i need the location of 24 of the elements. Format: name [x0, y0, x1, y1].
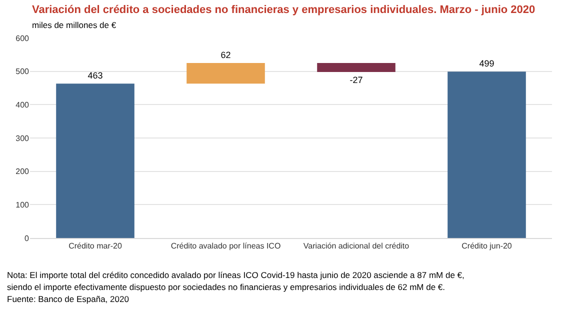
x-tick-label: Crédito jun-20 — [462, 242, 512, 251]
data-label: 463 — [88, 70, 103, 81]
bar — [186, 63, 265, 84]
data-label: 499 — [479, 58, 494, 69]
x-tick-label: Variación adicional del crédito — [303, 242, 410, 251]
chart-subtitle: miles de millones de € — [32, 20, 116, 30]
bar — [448, 72, 526, 238]
y-tick-label: 500 — [16, 67, 30, 76]
x-tick-label: Crédito mar-20 — [68, 242, 122, 251]
text: Nota: El importe total del crédito concedido avalado por líneas ICO Covid-19 hasta junio de 2020 asciende a 87 mM de €, — [7, 270, 464, 280]
y-tick-label: 400 — [16, 100, 30, 110]
y-tick-label: 100 — [16, 200, 30, 210]
text: siendo el importe efectivamente dispuesto por sociedades no financieras y empresarios individuales de 62 mM de €. — [7, 282, 445, 292]
y-tick-label: 300 — [16, 134, 30, 143]
data-label: -27 — [350, 75, 363, 85]
bar — [317, 63, 396, 72]
y-tick-label: 600 — [16, 34, 30, 43]
bar — [56, 84, 134, 238]
y-tick-label: 0 — [24, 234, 30, 243]
chart-title: Variación del crédito a sociedades no financieras y empresarios individuales. Marzo - junio 2020 — [32, 4, 536, 16]
data-label: 62 — [220, 50, 231, 60]
source-note: Fuente: Banco de España, 2020 — [7, 294, 130, 304]
x-tick-label: Crédito avalado por líneas ICO — [170, 242, 281, 251]
y-tick-label: 200 — [16, 167, 30, 176]
